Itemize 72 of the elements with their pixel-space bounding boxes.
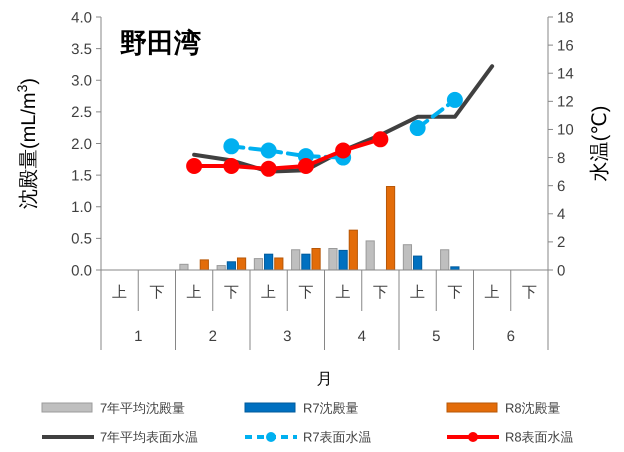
text: 6 [506,328,515,345]
y-tick-label: 1.5 [71,167,92,184]
y-tick-label: 1.0 [71,199,92,216]
text: 5 [432,328,440,345]
point [410,120,426,136]
text: 1 [134,328,142,345]
x-tick-label: 下 [522,284,537,301]
x-axis-title: 月 [316,371,332,388]
x-tick-label: 上 [112,284,128,301]
y-tick-label: 2.5 [71,104,92,122]
point [298,158,314,174]
y-tick-label: 4.0 [71,9,92,26]
bar [413,256,422,270]
y2-tick-label: 4 [557,206,566,224]
legend-label: R7沈殿量 [303,400,359,416]
chart-title: 野田湾 [120,28,201,58]
bar [348,230,358,270]
bar [402,244,412,270]
bar [301,254,310,270]
bar [291,249,300,270]
point [446,92,463,108]
y-tick-label: 0.0 [71,262,92,280]
point [335,142,352,159]
bar [311,248,321,270]
bar [200,259,209,270]
x-tick-label: 下 [447,284,462,301]
legend-label: R8表面水温 [505,430,574,445]
y-tick-label: 3.5 [71,40,92,58]
y2-tick-label: 2 [557,234,566,252]
point [186,158,202,174]
bar [338,250,348,270]
x-tick-label: 下 [149,284,164,301]
legend-label: 7年平均沈殿量 [100,400,186,416]
bar [236,257,246,270]
point [223,138,240,154]
x-tick-label: 上 [186,284,202,301]
x-tick-label: 上 [336,284,351,301]
bar [274,257,284,270]
bar [440,249,450,270]
x-tick-label: 下 [224,284,239,301]
y2-tick-label: 14 [557,65,574,82]
point [260,160,277,177]
x-tick-label: 上 [261,284,276,301]
bar [254,258,264,270]
point [372,131,388,148]
y2-tick-label: 0 [557,262,566,280]
x-tick-label: 上 [484,284,500,301]
bar [386,186,396,270]
point [223,158,240,174]
bar [264,254,274,270]
legend-label: R7表面水温 [303,430,372,445]
y-tick-label: 2.0 [71,136,92,153]
y2-tick-label: 6 [557,178,566,195]
y2-tick-label: 16 [557,37,574,54]
y-tick-label: 3.0 [71,72,92,90]
x-tick-label: 上 [410,284,426,301]
text: 2 [208,328,217,345]
y2-tick-label: 12 [557,94,574,111]
y2-axis-title: 水温(℃) [589,106,611,182]
legend-label: R8沈殿量 [505,400,561,416]
text: 4 [358,328,366,345]
text: 3 [283,328,292,345]
legend-label: 7年平均表面水温 [100,430,198,445]
y-tick-label: 0.5 [71,230,92,248]
point [260,142,277,159]
y2-tick-label: 8 [557,150,566,167]
bar [366,240,375,270]
y2-tick-label: 10 [557,122,574,139]
y2-tick-label: 18 [557,9,574,26]
x-tick-label: 下 [372,284,388,301]
bar [328,248,338,270]
x-tick-label: 下 [298,284,314,301]
